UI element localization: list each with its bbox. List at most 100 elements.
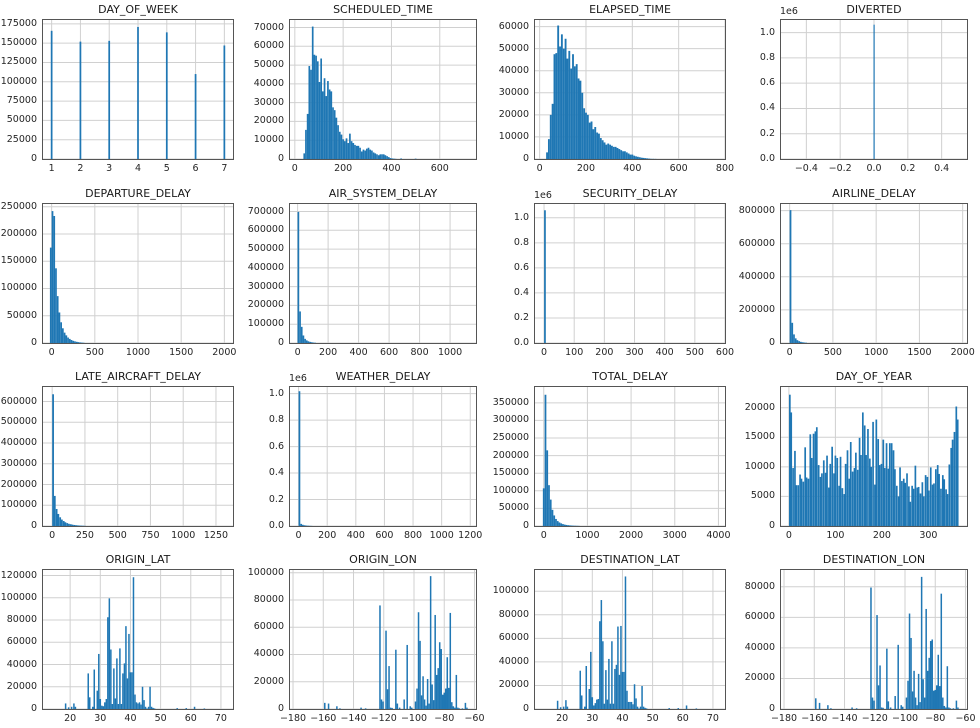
histogram-bar [834, 455, 837, 526]
histogram-bar [889, 707, 892, 709]
x-tick-label: 70 [214, 713, 227, 724]
histogram-bar [382, 701, 384, 709]
histogram-bar [345, 138, 348, 159]
chart-title: ORIGIN_LAT [105, 553, 171, 566]
histogram-bar [134, 694, 136, 709]
y-tick-label: 150000 [492, 467, 529, 479]
histogram-bar [605, 144, 608, 159]
histogram-bar [807, 478, 810, 526]
histogram-bar [76, 525, 79, 526]
histogram-bar [557, 25, 560, 159]
histogram-bar [389, 158, 392, 159]
histogram-bar [176, 708, 178, 709]
y-tick-label: 40000 [744, 641, 775, 653]
histogram-bar [877, 685, 880, 709]
plot-area [534, 203, 726, 344]
y-tick-label: 70000 [253, 21, 284, 33]
plot-area [780, 203, 968, 344]
histogram-bar [562, 706, 565, 709]
y-tick-label: 80000 [744, 580, 775, 592]
histogram-bar [324, 702, 326, 709]
y-tick-label: 600000 [738, 237, 775, 249]
histogram-bar [620, 150, 623, 159]
histogram-bar [870, 466, 873, 526]
histogram-bar [642, 157, 645, 159]
histogram-bar [542, 488, 545, 526]
histogram-bar [789, 210, 792, 343]
x-tick-label: −0.4 [794, 163, 818, 174]
x-tick-label: 200 [318, 530, 337, 541]
histogram-bar [625, 152, 628, 159]
x-tick-label: 2000 [618, 530, 644, 541]
plot-area [289, 386, 477, 527]
histogram-bar [122, 673, 124, 709]
x-tick-label: 7 [221, 163, 228, 174]
histogram-bar [416, 688, 418, 709]
histogram-bar [626, 690, 628, 709]
histogram-bar [354, 144, 356, 159]
histogram-bar [949, 708, 952, 709]
histogram-bar [911, 485, 913, 526]
x-tick-label: 20 [64, 713, 77, 724]
histogram-bar [635, 698, 637, 709]
histogram-bar [310, 342, 313, 343]
histogram-bar [636, 156, 639, 159]
x-tick-label: 800 [403, 530, 423, 541]
histogram-bar [382, 154, 385, 159]
y-tick-label: 0.6 [759, 77, 775, 89]
histogram-bar [108, 40, 111, 159]
histogram-bar [114, 698, 117, 709]
x-tick-label: 200 [576, 163, 596, 174]
histogram-bar [414, 701, 417, 709]
histogram-bar [594, 127, 597, 159]
histogram-bar [305, 129, 307, 159]
histogram-bar [611, 641, 613, 709]
histogram-bar [66, 523, 69, 526]
histogram-bar [223, 45, 226, 159]
y-tick-label: 200000 [492, 449, 529, 461]
x-tick-label: 70 [706, 713, 719, 724]
x-tick-label: 1 [48, 163, 55, 174]
x-tick-label: −140 [340, 713, 367, 724]
histogram-bar [928, 657, 930, 709]
histogram-bar [68, 338, 71, 343]
histogram-bar [372, 152, 375, 159]
y-tick-label: 50000 [253, 59, 284, 71]
y-tick-label: 40000 [498, 655, 529, 667]
histogram-bar [355, 145, 358, 159]
y-tick-label: 20000 [253, 675, 284, 687]
histogram-bar [838, 485, 840, 526]
y-tick-label: 200000 [0, 478, 37, 490]
histogram-bar [843, 494, 846, 526]
histogram-bar [544, 394, 547, 526]
histogram-bar [931, 639, 933, 709]
histogram-bar [887, 701, 890, 709]
y-tick-label: 100000 [492, 484, 529, 496]
y-tick-label: 600000 [0, 395, 37, 407]
y-tick-label: 40000 [6, 658, 37, 670]
histogram-bar [298, 391, 301, 526]
y-tick-label: 300000 [492, 414, 529, 426]
histogram-bar [623, 671, 625, 709]
histogram-bar [455, 674, 458, 709]
histogram-bar [882, 707, 884, 709]
histogram-bar [788, 394, 791, 526]
histogram-bar [867, 428, 869, 526]
y-tick-label: 350000 [492, 396, 529, 408]
histogram-bar [110, 649, 112, 709]
y-tick-label: 150000 [0, 255, 37, 267]
chart-title: WEATHER_DELAY [335, 370, 431, 383]
x-tick-label: 0 [48, 347, 55, 358]
histogram-bar [563, 524, 566, 526]
histogram-bar [135, 702, 138, 709]
histogram-bar [556, 700, 559, 709]
histogram-bar [585, 666, 588, 709]
histogram-bar [62, 521, 65, 526]
x-tick-label: 200 [872, 530, 891, 541]
y-tick-label: 80000 [6, 614, 37, 626]
x-tick-label: 0 [540, 530, 547, 541]
histogram-bar [621, 671, 624, 709]
histogram-bar [565, 700, 567, 709]
x-tick-label: 0 [541, 347, 548, 358]
histogram-bar [629, 154, 632, 159]
